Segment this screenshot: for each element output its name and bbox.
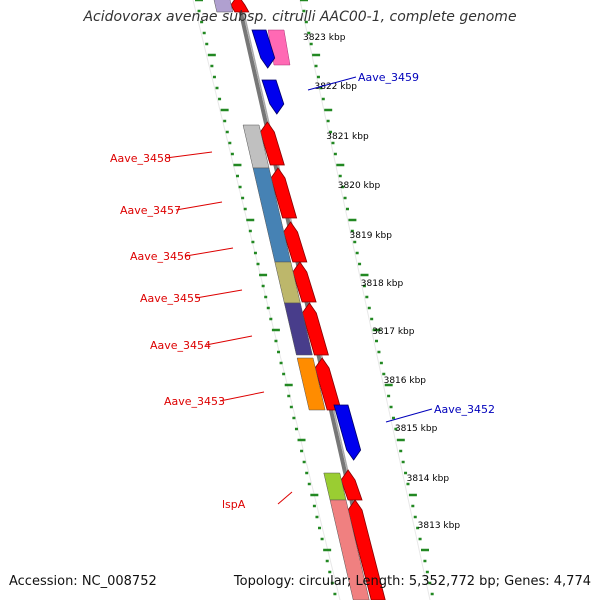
kbp-tick-label: 3821 kbp: [326, 132, 369, 142]
forward-gene-arrow: [283, 221, 308, 263]
kbp-tick-label: 3813 kbp: [418, 521, 461, 531]
forward-gene-arrow: [347, 499, 386, 601]
kbp-tick-label: 3819 kbp: [350, 231, 393, 241]
kbp-tick-label: 3817 kbp: [372, 327, 415, 337]
gene-label-left: Aave_3457: [120, 204, 181, 217]
forward-gene-arrow: [314, 357, 342, 411]
accession-text: Accession: NC_008752: [9, 574, 157, 589]
gene-leader-line: [219, 391, 265, 402]
kbp-tick-label: 3815 kbp: [395, 424, 438, 434]
gene-leader-line: [205, 335, 253, 346]
kbp-tick-label: 3822 kbp: [315, 82, 358, 92]
gene-label-left: Aave_3454: [150, 339, 211, 352]
kbp-tick-label: 3816 kbp: [384, 376, 427, 386]
genome-summary-text: Topology: circular; Length: 5,352,772 bp…: [233, 574, 591, 589]
kbp-tick-label: 3818 kbp: [361, 279, 404, 289]
gene-label-left: Aave_3455: [140, 292, 201, 305]
kbp-tick-label: 3823 kbp: [303, 33, 346, 43]
gene-label-left: Aave_3456: [130, 250, 191, 263]
cog-color-bar: [296, 357, 326, 411]
gene-leader-line: [277, 491, 293, 505]
gene-leader-line: [195, 289, 243, 299]
forward-gene-arrow: [292, 261, 317, 303]
kbp-tick-label: 3820 kbp: [338, 181, 381, 191]
gene-label-left: Aave_3453: [164, 395, 225, 408]
gene-label-right: Aave_3452: [434, 403, 495, 416]
forward-gene-arrow: [270, 167, 298, 219]
gene-leader-line: [165, 151, 213, 159]
gene-leader-line: [185, 247, 234, 257]
forward-gene-arrow: [259, 121, 285, 166]
gene-leader-line: [175, 201, 223, 211]
forward-gene-arrow: [230, 0, 250, 13]
forward-gene-arrow: [301, 302, 329, 356]
reverse-gene-arrow: [333, 404, 362, 461]
band-edge-left: [192, 0, 341, 601]
gene-leader-line: [385, 408, 433, 423]
reverse-gene-arrow: [251, 29, 276, 69]
gene-label-right: Aave_3459: [358, 71, 419, 84]
map-title: Acidovorax avenae subsp. citrulli AAC00-…: [83, 9, 517, 25]
band-edge-right: [299, 0, 431, 601]
kbp-tick-label: 3814 kbp: [407, 474, 450, 484]
cog-color-bar: [284, 302, 313, 356]
forward-gene-arrow: [340, 469, 363, 501]
gene-label-left: Aave_3458: [110, 152, 171, 165]
cog-color-bar: [213, 0, 234, 13]
reverse-gene-arrow: [261, 79, 285, 115]
gene-label-left: lspA: [222, 498, 246, 511]
gene-leader-line: [307, 76, 357, 91]
